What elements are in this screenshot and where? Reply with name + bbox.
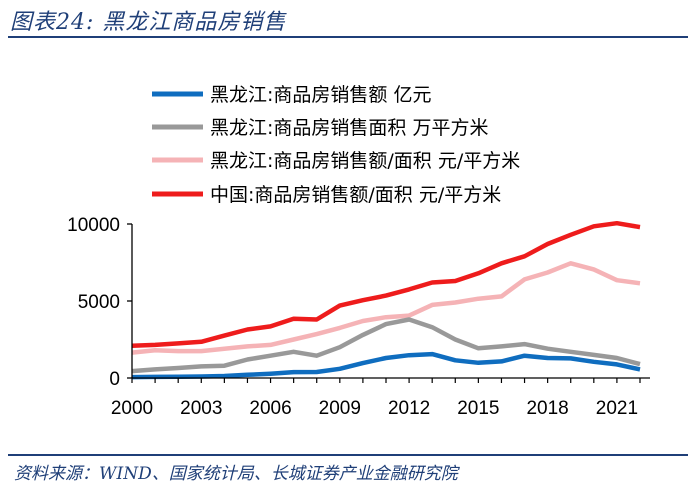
series-line-2 (131, 261, 641, 355)
x-tick-label: 2009 (319, 398, 361, 419)
chart-lines (131, 220, 641, 380)
legend-label-3: 中国:商品房销售额/面积 元/平方米 (210, 184, 501, 206)
title-divider (8, 36, 688, 38)
y-tick-label: 5000 (78, 292, 120, 313)
x-tick-label: 2003 (180, 398, 222, 419)
x-axis-ticks: 2000 2003 2006 2009 2012 2015 2018 2021 (111, 378, 641, 419)
source-note: 资料来源：WIND、国家统计局、长城证券产业金融研究院 (14, 464, 458, 484)
y-axis-ticks: 0 5000 10000 (67, 215, 132, 390)
x-tick-label: 2021 (596, 398, 638, 419)
y-tick-label: 10000 (67, 215, 120, 236)
legend-label-0: 黑龙江:商品房销售额 亿元 (210, 84, 431, 106)
y-tick-label: 0 (109, 369, 120, 390)
legend-label-2: 黑龙江:商品房销售额/面积 元/平方米 (210, 150, 520, 172)
x-tick-label: 2012 (388, 398, 430, 419)
legend-label-1: 黑龙江:商品房销售面积 万平方米 (210, 117, 488, 139)
x-tick-label: 2015 (457, 398, 499, 419)
chart-axes: 2000 2003 2006 2009 2012 2015 2018 2021 0 5000 10… (67, 215, 650, 419)
x-tick-label: 2000 (111, 398, 153, 419)
footer-divider (8, 454, 688, 456)
x-tick-label: 2018 (526, 398, 568, 419)
figure-title: 图表24: 黑龙江商品房销售 (10, 10, 287, 35)
x-tick-label: 2006 (249, 398, 291, 419)
series-line-3 (131, 220, 641, 348)
series-line-1 (131, 317, 641, 374)
series-line-0 (131, 351, 641, 380)
